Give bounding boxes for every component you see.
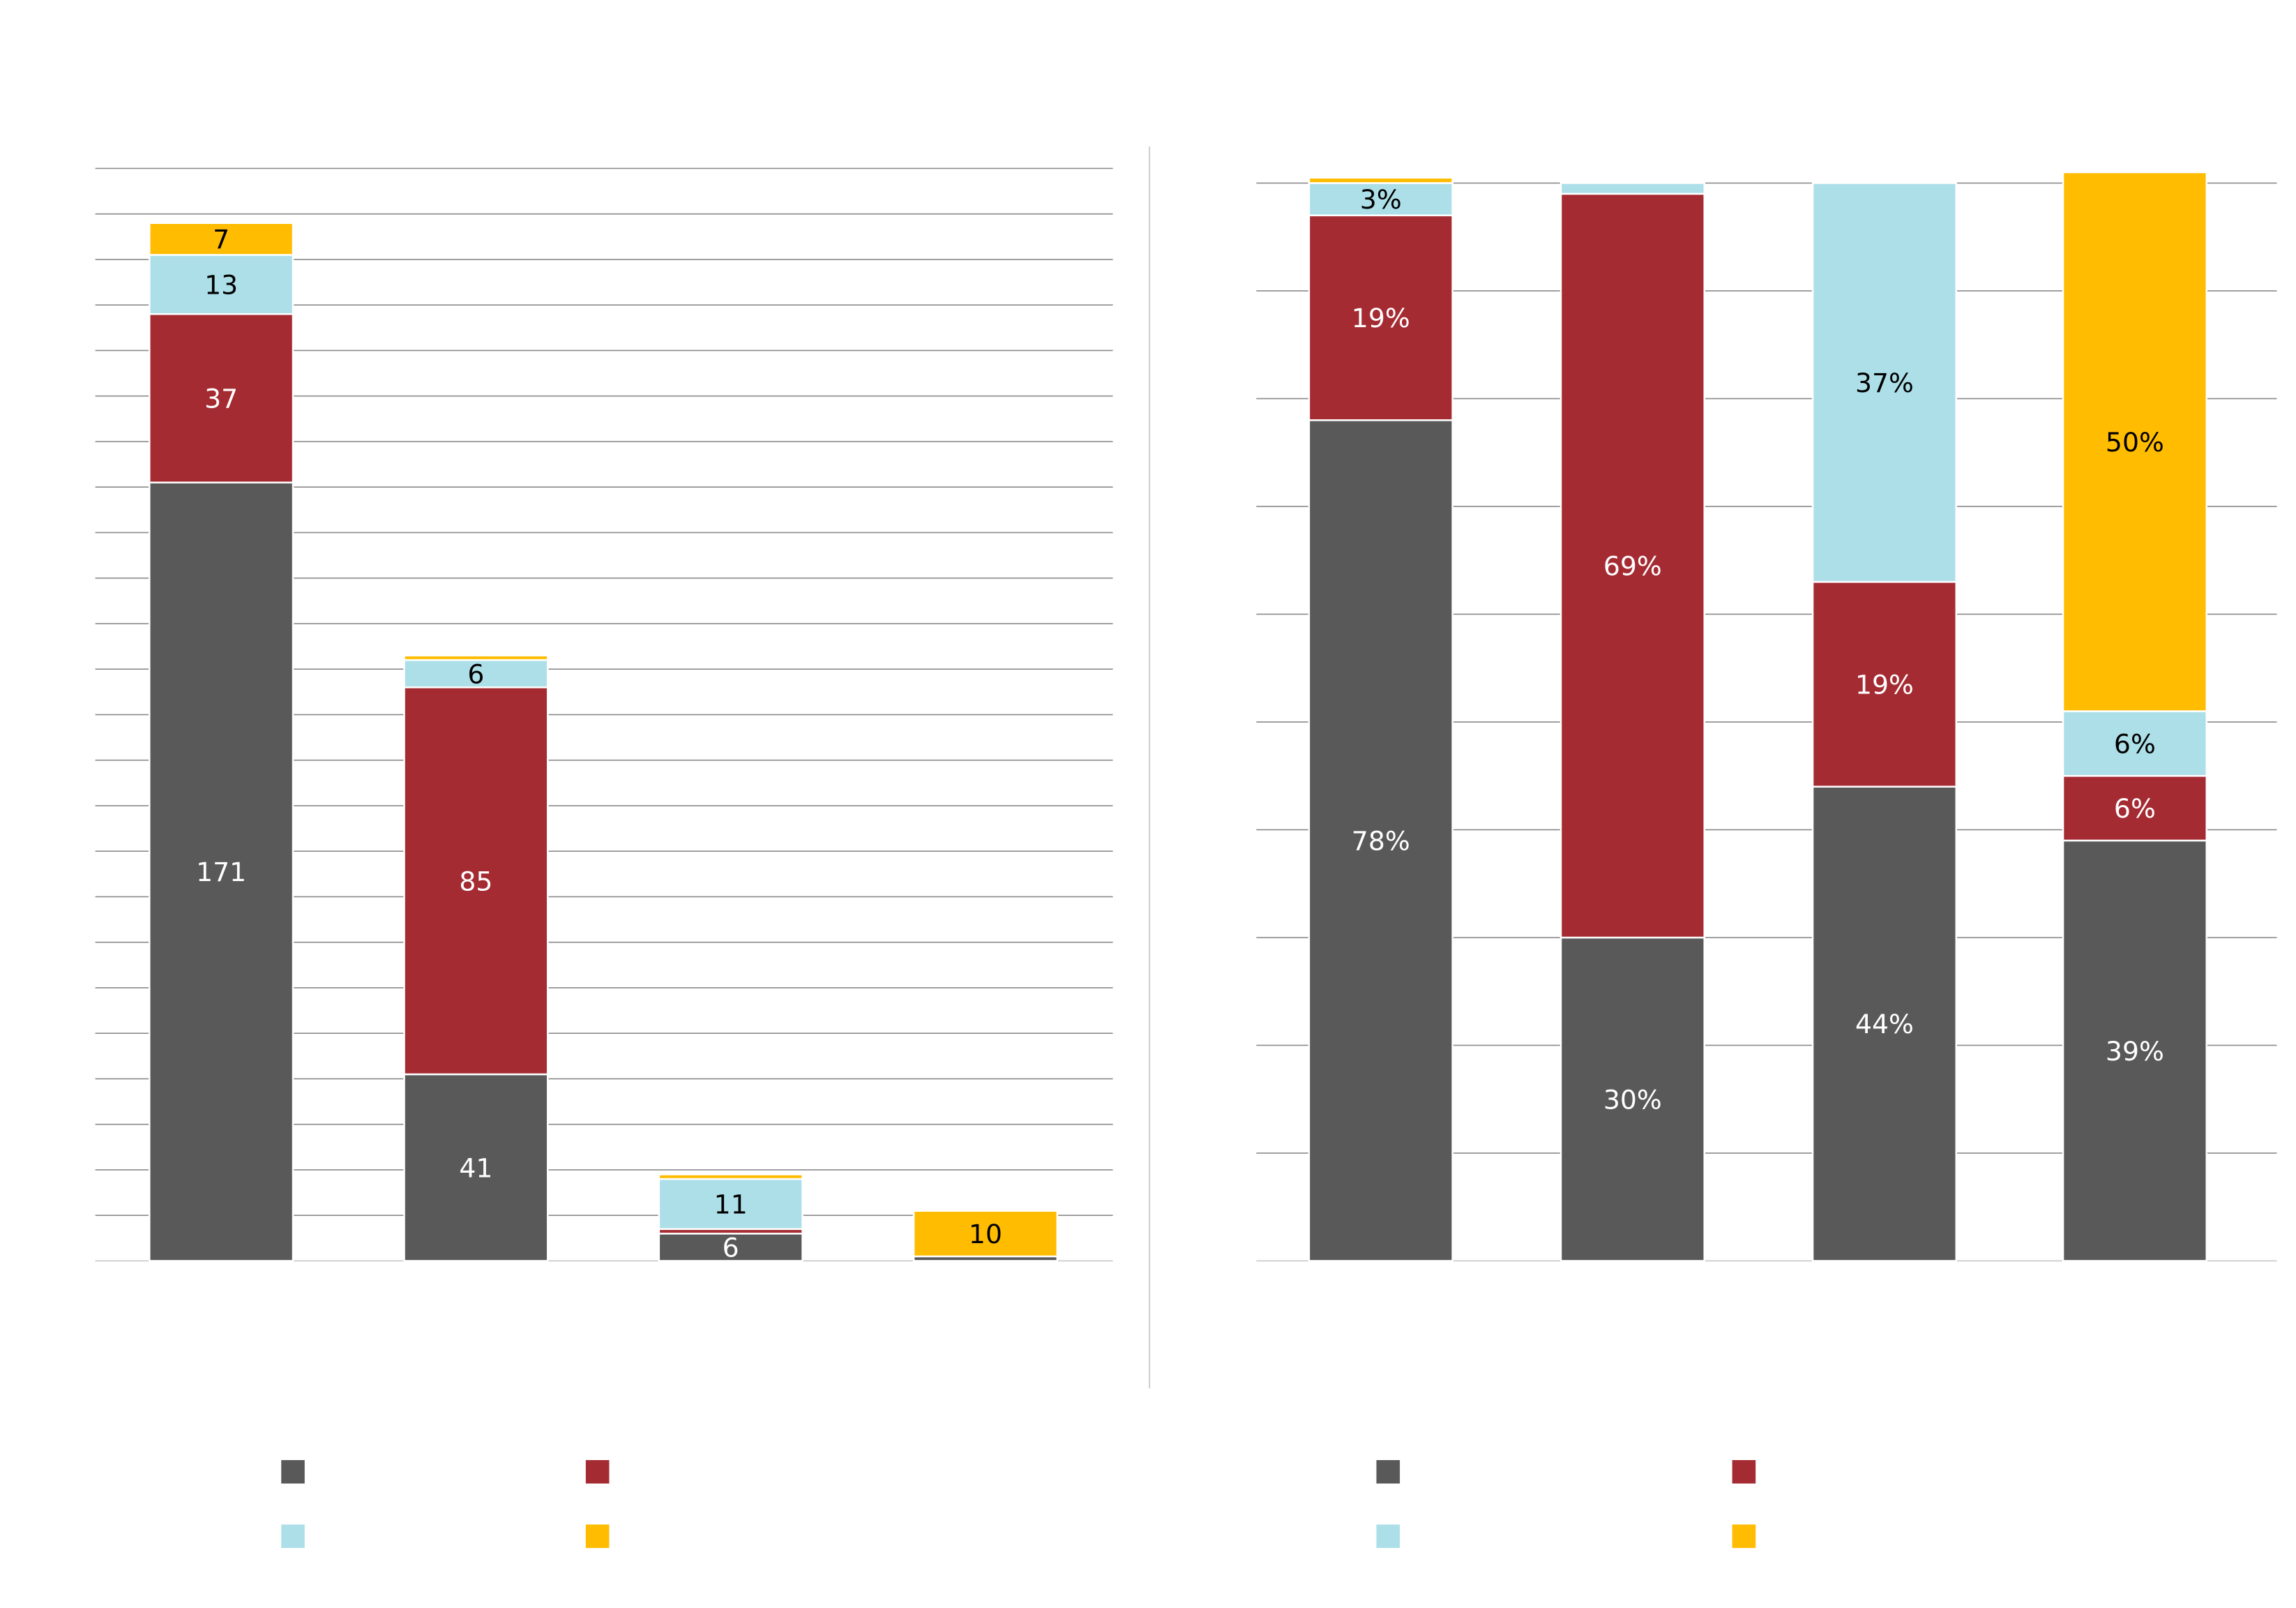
right-percent-stacked-bar-chart: 78% 19% 3% 30% 69% 44% 19% 37% 39% 6% 6% 50%: [1256, 171, 2277, 1548]
data-label: 37%: [1855, 368, 1914, 398]
data-label: 171: [196, 857, 246, 887]
bar-segment: [403, 1073, 549, 1262]
data-label: 13: [204, 269, 238, 300]
bar-segment: [2062, 839, 2208, 1262]
bar-segment: [658, 1178, 803, 1231]
data-label: 10: [969, 1219, 1002, 1249]
bar-segment: [912, 1210, 1059, 1258]
bar-segment: [1811, 786, 1958, 1262]
data-label: 39%: [2106, 1036, 2164, 1067]
legend-swatch: [1732, 1459, 1756, 1484]
bar-segment: [149, 313, 294, 483]
bar-segment: [1559, 936, 1705, 1262]
bar-segment: [1559, 182, 1705, 195]
data-label: 69%: [1603, 551, 1662, 582]
bar-segment: [658, 1173, 803, 1180]
data-label: 3%: [1360, 184, 1402, 215]
bar-segment: [403, 654, 549, 661]
bar-segment: [1559, 193, 1705, 939]
data-label: 30%: [1603, 1084, 1662, 1115]
data-label: 50%: [2106, 427, 2164, 458]
data-label: 6%: [2114, 728, 2156, 759]
legend-swatch: [281, 1459, 305, 1484]
bar-segment: [403, 686, 549, 1076]
data-label: 37: [204, 384, 238, 414]
legend-swatch: [1732, 1524, 1756, 1548]
bar-segment: [1811, 182, 1958, 583]
data-label: 78%: [1352, 826, 1410, 857]
data-label: 6%: [2114, 793, 2156, 824]
bar-segment: [1811, 580, 1958, 788]
bar-segment: [2062, 171, 2208, 712]
legend-swatch: [281, 1524, 305, 1548]
data-label: 7: [213, 224, 229, 255]
data-label: 11: [714, 1189, 748, 1220]
bar-segment: [149, 481, 294, 1262]
legend-swatch: [1376, 1524, 1400, 1548]
legend-swatch: [585, 1524, 610, 1548]
data-label: 85: [459, 866, 492, 896]
bar-segment: [1308, 176, 1453, 184]
bar-segment: [149, 254, 294, 315]
bar-segment: [403, 659, 549, 689]
legend-swatch: [585, 1459, 610, 1484]
bar-segment: [2062, 774, 2208, 842]
left-stacked-bar-chart: 171 37 13 7 41 85 6 6 11 10: [95, 167, 1113, 1548]
legend-swatch: [1376, 1459, 1400, 1484]
data-label: 44%: [1855, 1009, 1914, 1039]
bar-segment: [149, 222, 294, 256]
data-label: 19%: [1855, 670, 1914, 700]
data-label: 6: [467, 659, 484, 689]
data-label: 41: [459, 1152, 492, 1183]
bar-segment: [2062, 710, 2208, 777]
data-label: 19%: [1352, 303, 1410, 333]
data-label: 6: [723, 1233, 739, 1263]
